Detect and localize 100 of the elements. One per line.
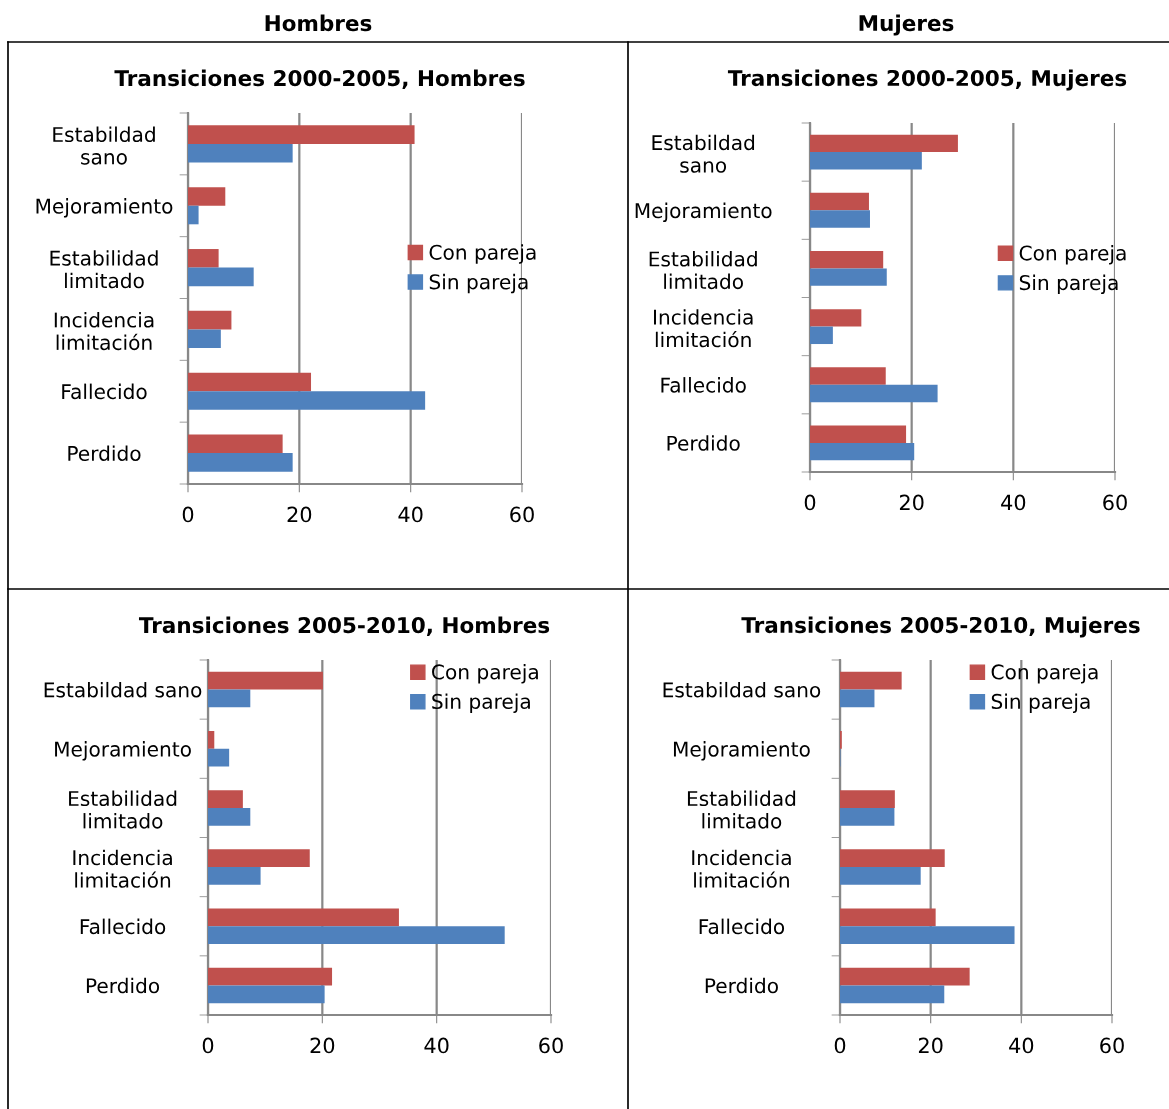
bar [208, 807, 251, 826]
chart-title: Transiciones 2000-2005, Mujeres [727, 69, 1127, 91]
legend-label: Sin pareja [991, 693, 1090, 713]
bar [208, 731, 215, 749]
bar [188, 187, 226, 206]
bar [840, 967, 970, 986]
y-tick-label: Estabildad sano [53, 126, 155, 165]
bar [188, 125, 415, 144]
x-tick-label: 60 [1100, 1037, 1124, 1054]
bar [810, 134, 958, 153]
bar [188, 205, 199, 225]
y-tick-label: Perdido [86, 977, 160, 994]
bar [188, 310, 232, 330]
y-tick-label: Estabilidad limitado [687, 790, 796, 829]
bar [810, 425, 907, 443]
y-tick-label: Fallecido [661, 377, 746, 393]
x-tick-label: 0 [182, 506, 194, 523]
x-tick-label: 40 [1009, 1037, 1034, 1054]
bar [208, 967, 333, 986]
x-tick-label: 40 [398, 506, 423, 523]
bar [208, 867, 261, 885]
bar [810, 442, 915, 461]
bar [810, 152, 922, 170]
bar [208, 926, 505, 944]
bar [840, 790, 895, 808]
y-tick-label: Perdido [705, 977, 778, 994]
x-tick-label: 60 [539, 1037, 563, 1054]
x-tick-label: 0 [804, 494, 816, 511]
legend-label: Sin pareja [1019, 274, 1118, 295]
x-tick-label: 20 [287, 506, 312, 523]
y-tick-label: Estabildad sano [44, 681, 202, 698]
bar [188, 329, 221, 348]
y-tick-label: Estabilidad limitado [649, 251, 757, 290]
x-tick-label: 0 [834, 1037, 846, 1054]
text: Hombres [265, 14, 372, 32]
y-tick-label: Perdido [68, 445, 141, 462]
y-tick-label: Incidencia limitación [54, 312, 154, 351]
bar [810, 192, 869, 211]
x-tick-label: 20 [899, 494, 924, 511]
bar [208, 849, 310, 868]
chart-title: Transiciones 2000-2005, Hombres [114, 69, 525, 89]
bar [188, 453, 293, 472]
bar [188, 143, 293, 163]
y-tick-label: Fallecido [80, 918, 166, 935]
x-tick-label: 20 [310, 1037, 335, 1054]
y-tick-label: Estabildad sano [652, 134, 755, 173]
bar [810, 250, 884, 269]
chart-title: Transiciones 2005-2010, Mujeres [741, 616, 1140, 638]
y-tick-label: Estabilidad limitado [69, 790, 177, 829]
bar [810, 384, 938, 403]
y-tick-label: Incidencia limitación [654, 309, 753, 348]
x-tick-label: 20 [918, 1037, 943, 1054]
bar [208, 671, 323, 690]
x-tick-label: 60 [1103, 494, 1127, 511]
bar [208, 689, 251, 708]
bar [840, 671, 902, 690]
bar [840, 908, 936, 927]
x-tick-label: 40 [1001, 494, 1026, 511]
y-tick-label: Incidencia limitación [692, 849, 791, 888]
bar [810, 268, 887, 286]
legend-label: Con pareja [432, 663, 538, 684]
bar [840, 985, 945, 1004]
legend-label: Con pareja [991, 663, 1098, 684]
x-tick-label: 60 [510, 506, 534, 523]
y-tick-label: Mejoramiento [635, 202, 772, 223]
x-tick-label: 40 [424, 1037, 449, 1054]
bar [188, 434, 283, 454]
legend-label: Sin pareja [432, 693, 530, 713]
x-tick-label: 0 [202, 1037, 214, 1054]
bar [208, 748, 230, 767]
y-tick-label: Mejoramiento [55, 741, 191, 761]
bar [188, 391, 426, 410]
legend-label: Con pareja [429, 244, 536, 264]
bar [208, 790, 243, 808]
bar [188, 249, 219, 268]
y-tick-label: Incidencia limitación [73, 849, 172, 888]
bar [208, 908, 399, 927]
bar [840, 807, 895, 826]
y-tick-label: Fallecido [699, 918, 785, 935]
text: Mujeres [859, 14, 954, 36]
legend-label: Con pareja [1019, 245, 1126, 265]
bar [840, 926, 1015, 944]
bar [208, 985, 325, 1004]
bar [810, 326, 833, 345]
y-tick-label: Fallecido [62, 383, 147, 400]
y-tick-label: Estabildad sano [663, 681, 821, 698]
chart-title: Transiciones 2005-2010, Hombres [138, 616, 550, 636]
y-tick-label: Perdido [667, 435, 740, 451]
bar [810, 309, 862, 327]
bar [840, 867, 921, 885]
bar [810, 210, 870, 228]
y-tick-label: Mejoramiento [36, 198, 173, 218]
bar [188, 372, 312, 392]
bar [840, 689, 875, 708]
legend-label: Sin pareja [429, 273, 528, 294]
bar [810, 367, 886, 385]
bar [840, 849, 945, 868]
y-tick-label: Estabilidad limitado [50, 250, 158, 289]
y-tick-label: Mejoramiento [673, 741, 810, 761]
bar [188, 267, 254, 287]
